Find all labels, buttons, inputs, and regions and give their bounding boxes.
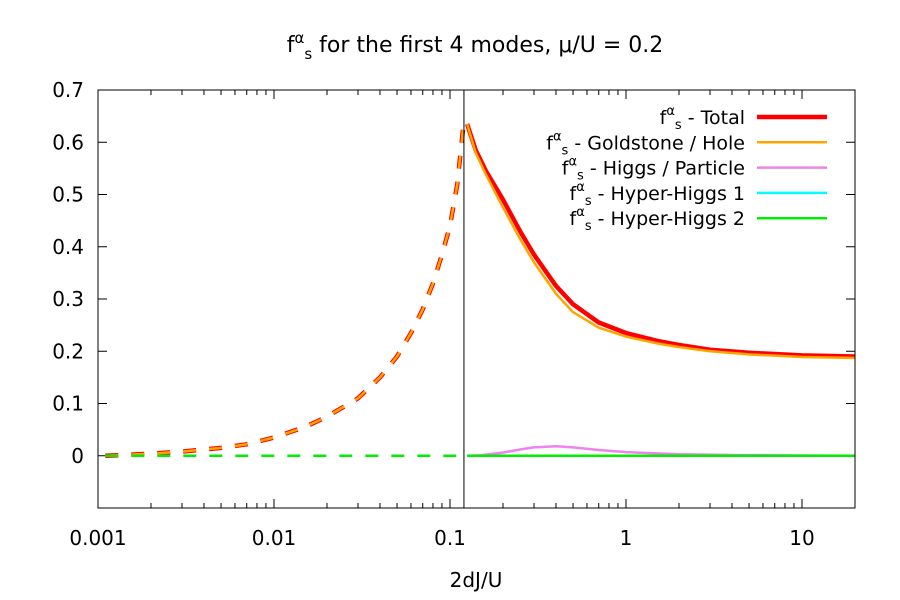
y-tick-label: 0.2 [52,339,84,363]
legend-entry: fαs - Hyper-Higgs 2 [570,205,745,234]
legend-label: - Total [682,107,745,129]
y-tick-label: 0.6 [52,130,84,154]
legend-symbol-sup: α [568,155,577,170]
legend-symbol-sub: s [577,169,584,184]
plot-frame [97,89,856,509]
chart-title: fαs for the first 4 modes, μ/U = 0.2 [287,29,664,63]
legend-symbol-f: f [570,208,578,230]
legend-symbol-sup: α [576,205,585,220]
y-tick-label: 0 [71,444,84,468]
x-tick-label: 0.01 [252,526,297,550]
x-axis-ticks: 0.001 0.01 0.1 1 10 [69,90,815,550]
y-tick-label: 0.4 [52,235,84,259]
legend-entry: fαs - Higgs / Particle [562,155,745,184]
chart-title-sup: α [294,29,304,47]
y-axis-ticks: 0 0.1 0.2 0.3 0.4 0.5 0.6 0.7 [52,78,855,468]
y-tick-label: 0.1 [52,392,84,416]
chart-title-rest: for the first 4 modes, μ/U = 0.2 [312,33,663,58]
x-tick-label: 1 [620,526,633,550]
x-tick-label: 10 [789,526,814,550]
legend-symbol-sub: s [585,194,592,209]
legend-entry: fαs - Total [660,104,745,133]
legend-symbol-sup: α [576,180,585,195]
legend-symbol-f: f [660,107,668,129]
legend-symbol-sub: s [585,219,592,234]
legend-entry: fαs - Hyper-Higgs 1 [570,180,745,209]
legend-symbol-f: f [562,158,570,180]
legend-label: - Goldstone / Hole [568,132,745,154]
y-tick-label: 0.7 [52,78,84,102]
legend-entry: fαs - Goldstone / Hole [546,129,745,158]
x-axis-label: 2dJ/U [450,568,503,592]
legend-symbol-sub: s [675,118,682,133]
series-line-higgs-particle-solid [467,445,856,458]
legend-label: - Hyper-Higgs 2 [592,208,745,230]
chart-title-f: f [287,33,296,58]
legend-symbol-sub: s [562,143,569,158]
legend-symbol-f: f [570,183,578,205]
legend-label: - Hyper-Higgs 1 [592,183,745,205]
series-line-goldstone-hole-solid [465,123,856,360]
legend-label: - Higgs / Particle [584,158,745,180]
x-tick-label: 0.1 [434,526,466,550]
series-layer [105,123,856,459]
legend-symbol-f: f [546,132,554,154]
x-tick-label: 0.001 [69,526,126,550]
y-tick-label: 0.3 [52,287,84,311]
legend-symbol-sup: α [666,104,675,119]
y-tick-label: 0.5 [52,183,84,207]
chart-title-sub: s [304,45,312,63]
series-line-total-solid [464,123,856,359]
series-line-goldstone-hole-dashed [105,126,465,458]
series-line-total-dashed [105,126,466,459]
legend-symbol-sup: α [553,129,562,144]
